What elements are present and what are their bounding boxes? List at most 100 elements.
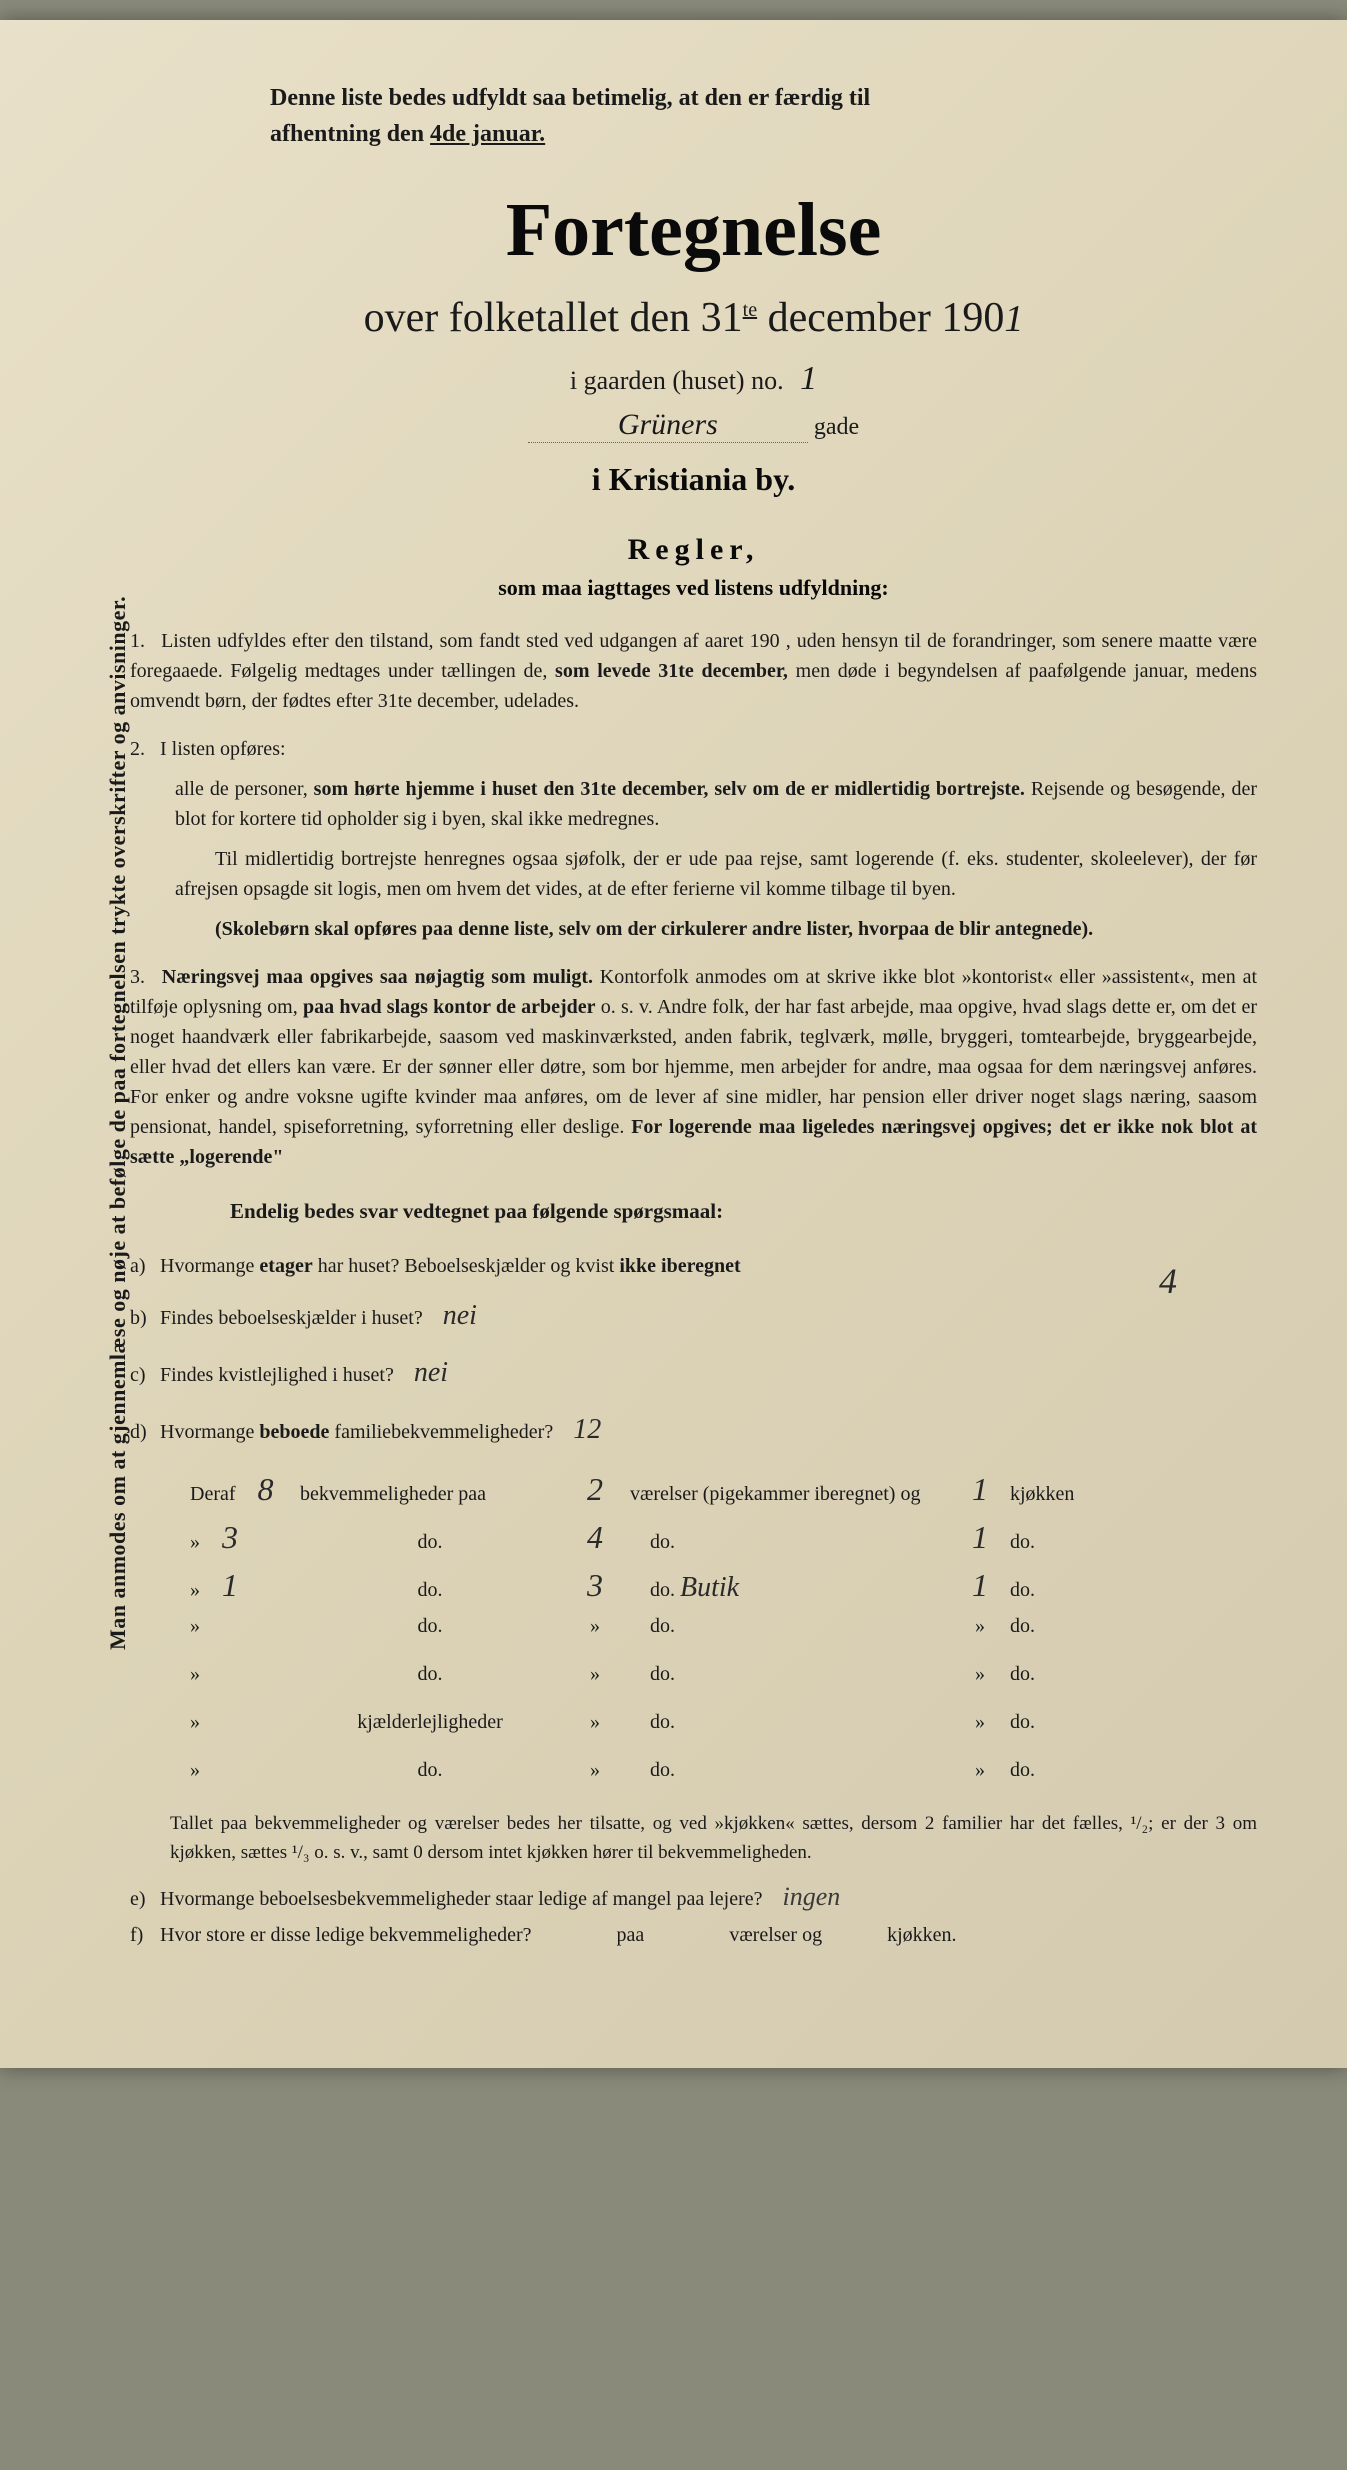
qd-label: d) bbox=[130, 1413, 155, 1451]
rule2-p3: (Skolebørn skal opføres paa denne liste,… bbox=[175, 914, 1257, 944]
qb-text: Findes beboelseskjælder i huset? bbox=[160, 1307, 423, 1329]
street-line: Grüners gade bbox=[130, 408, 1257, 443]
deraf-label: Deraf 8 bbox=[190, 1471, 300, 1508]
r7-do1: do. bbox=[300, 1759, 560, 1782]
question-d: d) Hvormange beboede familiebekvemmeligh… bbox=[130, 1403, 1257, 1456]
qe-text: Hvormange beboelsesbekvemmeligheder staa… bbox=[160, 1888, 763, 1910]
deraf-n3: 1 bbox=[950, 1471, 1010, 1508]
table-row-2: » 3 do. 4 do. 1 do. bbox=[190, 1519, 1257, 1555]
qb-label: b) bbox=[130, 1299, 155, 1337]
footer-note: Tallet paa bekvemmeligheder og værelser … bbox=[170, 1810, 1257, 1867]
r6-kj: kjælderlejligheder bbox=[300, 1711, 560, 1734]
rule2-p3-bold: (Skolebørn skal opføres paa denne liste,… bbox=[215, 918, 1093, 940]
r5-d3: » bbox=[950, 1663, 1010, 1686]
qa-text1: Hvormange bbox=[160, 1255, 259, 1277]
r3-do2: do. Butik bbox=[630, 1572, 950, 1604]
rule2-intro: I listen opføres: bbox=[160, 738, 286, 760]
r5-do3: do. bbox=[1010, 1663, 1110, 1686]
question-f: f) Hvor store er disse ledige bekvemmeli… bbox=[130, 1924, 1257, 1947]
rules-body: 1. Listen udfyldes efter den tilstand, s… bbox=[130, 626, 1257, 1172]
vertical-margin-note: Man anmodes om at gjennemlæse og nøje at… bbox=[105, 600, 131, 1650]
main-title: Fortegnelse bbox=[130, 187, 1257, 274]
endelig-heading: Endelig bedes svar vedtegnet paa følgend… bbox=[230, 1192, 1257, 1232]
question-a: a) Hvormange etager har huset? Beboelses… bbox=[130, 1247, 1257, 1285]
header-instruction: Denne liste bedes udfyldt saa betimelig,… bbox=[270, 80, 1257, 152]
r6-d2: » bbox=[560, 1711, 630, 1734]
r3-b: 3 bbox=[560, 1567, 630, 1604]
rule-2: 2. I listen opføres: alle de personer, s… bbox=[130, 734, 1257, 944]
r7-do2: do. bbox=[630, 1759, 950, 1782]
city-line: i Kristiania by. bbox=[130, 461, 1257, 498]
r6-d1: » bbox=[190, 1711, 300, 1734]
deraf-mid: bekvemmeligheder paa bbox=[300, 1483, 560, 1506]
rule2-p1a: alle de personer, bbox=[175, 778, 314, 800]
qc-text: Findes kvistlejlighed i huset? bbox=[160, 1364, 394, 1386]
subtitle-pre: over folketallet den 31 bbox=[364, 295, 743, 341]
r4-d3: » bbox=[950, 1615, 1010, 1638]
gaarden-label: i gaarden (huset) no. bbox=[570, 366, 784, 395]
rule2-num: 2. bbox=[130, 734, 155, 764]
dwelling-table: Deraf 8 bekvemmeligheder paa 2 værelser … bbox=[190, 1471, 1257, 1795]
subtitle-post: december 190 bbox=[757, 295, 1004, 341]
rule-1: 1. Listen udfyldes efter den tilstand, s… bbox=[130, 626, 1257, 716]
r4-d2: » bbox=[560, 1615, 630, 1638]
rule2-p2: Til midlertidig bortrejste henregnes ogs… bbox=[175, 844, 1257, 904]
rule3-b1: Næringsvej maa opgives saa nøjagtig som … bbox=[162, 966, 593, 988]
r7-do3: do. bbox=[1010, 1759, 1110, 1782]
qf-text: Hvor store er disse ledige bekvemmelighe… bbox=[160, 1924, 532, 1946]
r2-b: 4 bbox=[560, 1519, 630, 1556]
r2-do3: do. bbox=[1010, 1531, 1110, 1554]
final-questions: e) Hvormange beboelsesbekvemmeligheder s… bbox=[130, 1882, 1257, 1947]
gaarden-line: i gaarden (huset) no. 1 bbox=[130, 360, 1257, 398]
qf-label: f) bbox=[130, 1924, 155, 1947]
r3-a: 1 bbox=[205, 1567, 255, 1604]
qd-answer: 12 bbox=[573, 1403, 601, 1456]
table-row-6: » kjælderlejligheder » do. » do. bbox=[190, 1711, 1257, 1747]
deraf-n1: 8 bbox=[241, 1471, 291, 1508]
rule2-p1: alle de personer, som hørte hjemme i hus… bbox=[175, 774, 1257, 834]
table-row-5: » do. » do. » do. bbox=[190, 1663, 1257, 1699]
qc-answer: nei bbox=[414, 1346, 448, 1399]
rule-3: 3. Næringsvej maa opgives saa nøjagtig s… bbox=[130, 962, 1257, 1172]
qd-bold: beboede bbox=[259, 1421, 329, 1443]
qd-text1: Hvormange bbox=[160, 1421, 259, 1443]
kjokken-label: kjøkken bbox=[1010, 1483, 1110, 1506]
rules-heading: Regler, bbox=[130, 533, 1257, 567]
r7-d2: » bbox=[560, 1759, 630, 1782]
qf-vaer: værelser og bbox=[729, 1924, 822, 1946]
r3-do1: do. bbox=[300, 1579, 560, 1602]
subtitle-sup: te bbox=[743, 299, 757, 321]
rule3-num: 3. bbox=[130, 962, 155, 992]
r6-do2: do. bbox=[630, 1711, 950, 1734]
r2-do1: do. bbox=[300, 1531, 560, 1554]
r3-c: 1 bbox=[950, 1567, 1010, 1604]
questions-section: Endelig bedes svar vedtegnet paa følgend… bbox=[130, 1192, 1257, 1456]
qa-label: a) bbox=[130, 1247, 155, 1285]
qb-answer: nei bbox=[443, 1289, 477, 1342]
question-b: b) Findes beboelseskjælder i huset? nei bbox=[130, 1289, 1257, 1342]
qa-bold: etager bbox=[259, 1255, 312, 1277]
table-row-7: » do. » do. » do. bbox=[190, 1759, 1257, 1795]
r2-c: 1 bbox=[950, 1519, 1010, 1556]
qd-text2: familiebekvemmeligheder? bbox=[329, 1421, 553, 1443]
rule1-bold: som levede 31te december, bbox=[555, 660, 788, 682]
r6-do3: do. bbox=[1010, 1711, 1110, 1734]
r4-do3: do. bbox=[1010, 1615, 1110, 1638]
vertical-margin-note-wrap: Man anmodes om at gjennemlæse og nøje at… bbox=[45, 1370, 85, 2470]
r6-d3: » bbox=[950, 1711, 1010, 1734]
table-row-4: » do. » do. » do. bbox=[190, 1615, 1257, 1651]
qf-kj: kjøkken. bbox=[887, 1924, 956, 1946]
r2-ditto1: » 3 bbox=[190, 1519, 300, 1556]
header-line1: Denne liste bedes udfyldt saa betimelig,… bbox=[270, 85, 870, 111]
deraf-end: værelser (pigekammer iberegnet) og bbox=[630, 1483, 950, 1506]
r4-do1: do. bbox=[300, 1615, 560, 1638]
r2-do2: do. bbox=[630, 1531, 950, 1554]
r3-note: Butik bbox=[680, 1572, 739, 1604]
gaarden-number: 1 bbox=[800, 360, 817, 398]
qc-label: c) bbox=[130, 1356, 155, 1394]
r7-d1: » bbox=[190, 1759, 300, 1782]
deraf-n2: 2 bbox=[560, 1471, 630, 1508]
street-suffix: gade bbox=[814, 414, 859, 440]
question-c: c) Findes kvistlejlighed i huset? nei bbox=[130, 1346, 1257, 1399]
question-e: e) Hvormange beboelsesbekvemmeligheder s… bbox=[130, 1882, 1257, 1912]
